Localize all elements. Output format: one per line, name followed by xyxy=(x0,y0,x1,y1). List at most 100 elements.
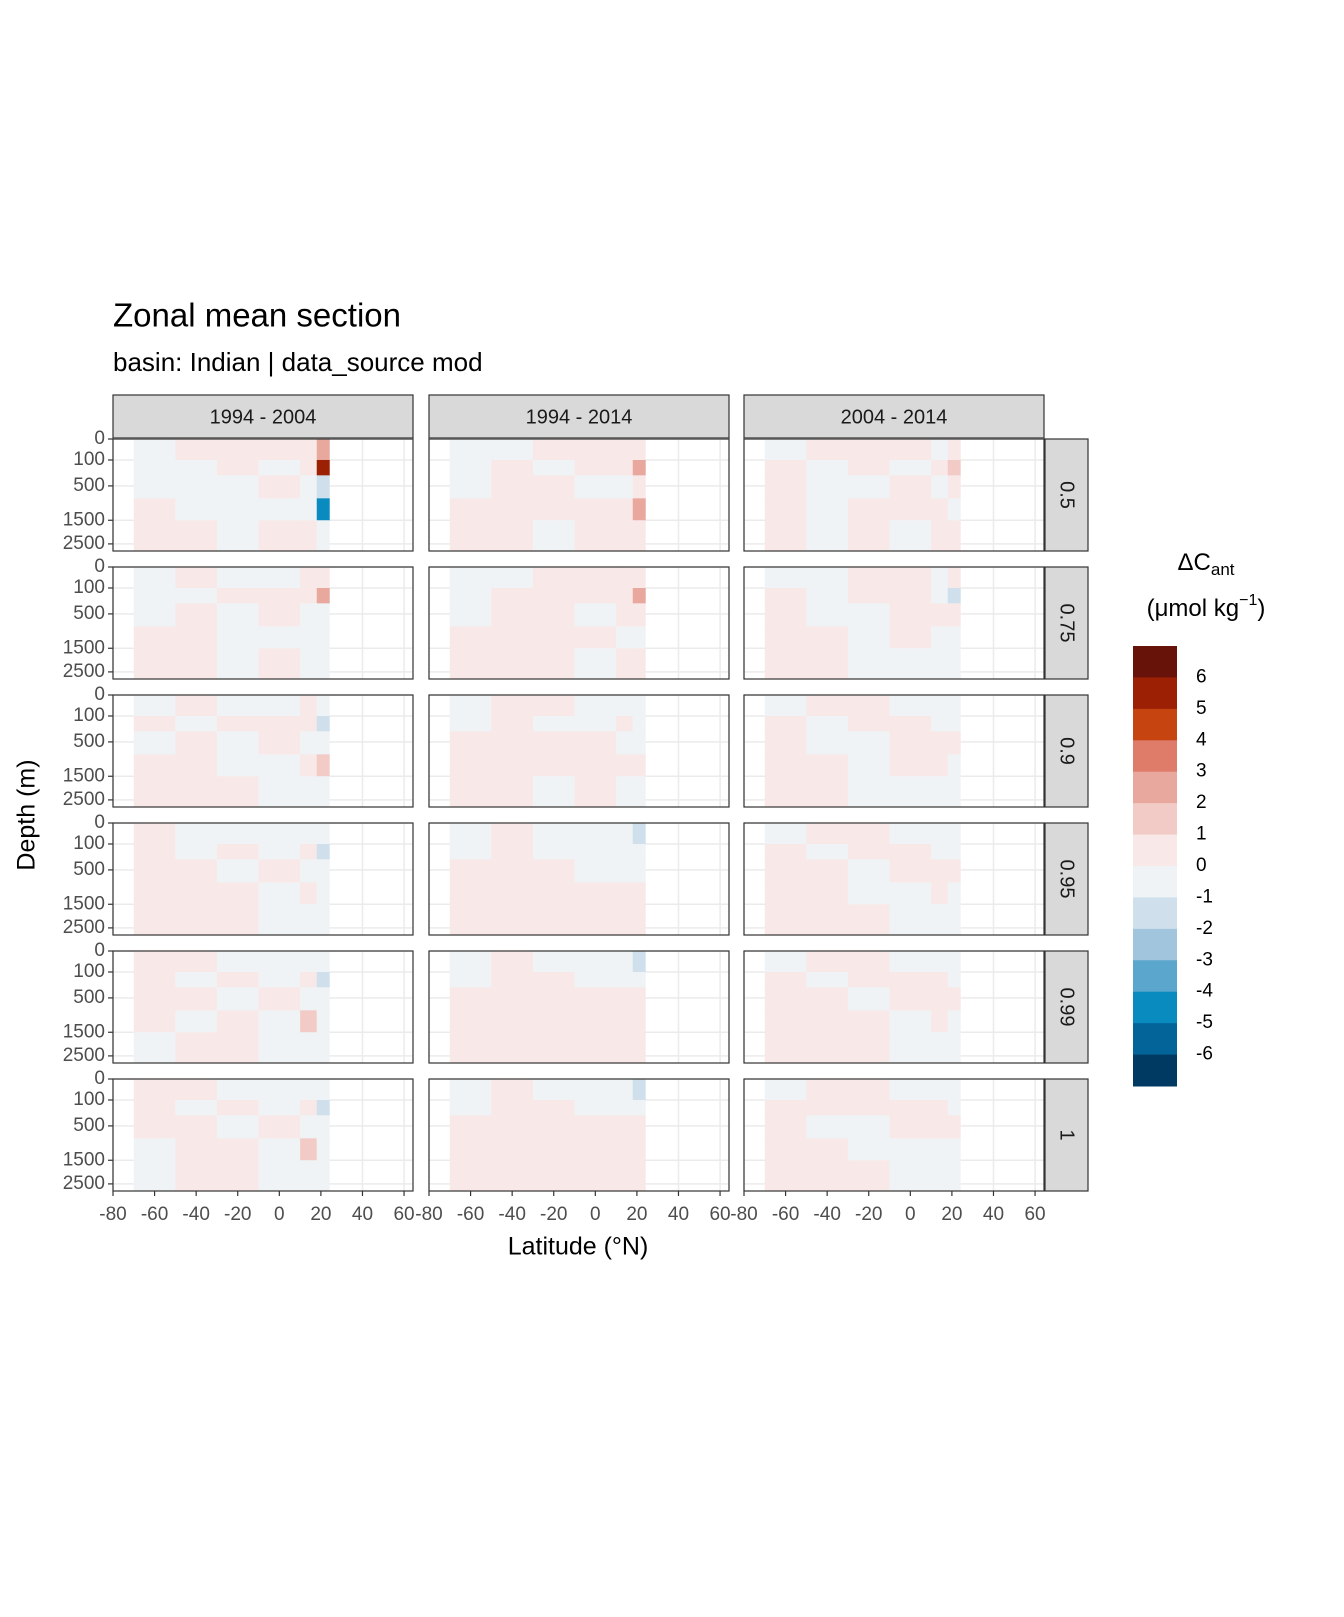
contour-cell xyxy=(574,1160,617,1192)
contour-cell xyxy=(449,695,492,717)
contour-cell xyxy=(847,904,891,936)
contour-cell xyxy=(491,587,534,604)
contour-cell xyxy=(216,498,260,521)
contour-cell xyxy=(806,1032,849,1064)
contour-cell xyxy=(175,951,218,973)
strip-label: 0.75 xyxy=(1056,604,1078,643)
contour-cell xyxy=(216,731,260,755)
contour-cell xyxy=(258,567,301,589)
legend-label: -5 xyxy=(1196,1012,1213,1033)
contour-cell xyxy=(449,904,492,936)
strip xyxy=(1044,694,1089,808)
contour-cell xyxy=(216,1099,260,1116)
contour-cell xyxy=(889,715,932,732)
panel-border xyxy=(112,822,414,936)
contour-cell xyxy=(316,1079,330,1101)
contour-cell xyxy=(632,859,646,883)
contour-cell xyxy=(300,603,318,627)
contour-cell xyxy=(616,951,634,973)
y-tick-label: 2500 xyxy=(63,1045,105,1066)
contour-cell xyxy=(175,1032,218,1064)
contour-cell xyxy=(316,754,330,777)
contour-cell xyxy=(947,971,961,988)
contour-cell xyxy=(532,695,576,717)
contour-cell xyxy=(532,1138,576,1161)
legend-unit-part: ) xyxy=(1257,595,1265,622)
contour-cell xyxy=(764,823,807,845)
strip xyxy=(743,394,1045,439)
contour-cell xyxy=(532,987,576,1011)
contour-cell xyxy=(491,459,534,476)
contour-cell xyxy=(491,882,534,905)
contour-cell xyxy=(491,859,534,883)
contour-cell xyxy=(806,567,849,589)
contour-cell xyxy=(316,882,330,905)
x-tick-label: -60 xyxy=(772,1204,799,1225)
contour-cell xyxy=(216,859,260,883)
contour-cell xyxy=(616,776,634,808)
contour-cell xyxy=(532,475,576,499)
contour-cell xyxy=(806,1138,849,1161)
contour-cell xyxy=(931,859,949,883)
contour-cell xyxy=(300,904,318,936)
contour-cell xyxy=(616,1115,634,1139)
contour-cell xyxy=(532,715,576,732)
contour-cell xyxy=(574,459,617,476)
strip-label: 2004 - 2014 xyxy=(841,406,948,428)
contour-cell xyxy=(300,459,318,476)
contour-cell xyxy=(616,520,634,552)
contour-cell xyxy=(889,951,932,973)
contour-cell xyxy=(258,587,301,604)
contour-cell xyxy=(491,1160,534,1192)
panel-border xyxy=(743,566,1045,680)
contour-cell xyxy=(449,715,492,732)
contour-cell xyxy=(133,1010,176,1033)
contour-cell xyxy=(616,843,634,860)
panel-border xyxy=(428,566,730,680)
contour-cell xyxy=(133,1138,176,1161)
contour-cell xyxy=(764,882,807,905)
contour-cell xyxy=(931,823,949,845)
contour-cell xyxy=(931,520,949,552)
chart-title: Zonal mean section xyxy=(113,297,401,334)
contour-cell xyxy=(632,776,646,808)
x-tick-label: 20 xyxy=(626,1204,647,1225)
contour-cell xyxy=(889,459,932,476)
contour-cell xyxy=(316,648,330,680)
contour-cell xyxy=(491,439,534,461)
contour-cell xyxy=(216,1079,260,1101)
y-tick-label: 100 xyxy=(73,705,105,726)
contour-cell xyxy=(300,1099,318,1116)
contour-cell xyxy=(175,731,218,755)
contour-cell xyxy=(616,1032,634,1064)
contour-cell xyxy=(632,1115,646,1139)
contour-cell xyxy=(133,1099,176,1116)
x-tick-label: 60 xyxy=(393,1204,414,1225)
contour-cell xyxy=(300,882,318,905)
contour-cell xyxy=(806,475,849,499)
contour-cell xyxy=(532,439,576,461)
contour-cell xyxy=(889,987,932,1011)
contour-cell xyxy=(300,776,318,808)
contour-cell xyxy=(847,1079,891,1101)
contour-cell xyxy=(449,859,492,883)
contour-cell xyxy=(491,987,534,1011)
y-tick-label: 100 xyxy=(73,577,105,598)
contour-cell xyxy=(300,823,318,845)
contour-cell xyxy=(532,904,576,936)
contour-cell xyxy=(316,904,330,936)
contour-cell xyxy=(616,626,634,649)
contour-cell xyxy=(931,626,949,649)
contour-cell xyxy=(300,987,318,1011)
contour-cell xyxy=(258,498,301,521)
contour-cell xyxy=(532,951,576,973)
y-tick-label: 0 xyxy=(94,428,105,449)
contour-cell xyxy=(449,567,492,589)
contour-cell xyxy=(632,1138,646,1161)
contour-cell xyxy=(616,1079,634,1101)
y-tick-label: 500 xyxy=(73,603,105,624)
contour-cell xyxy=(889,1079,932,1101)
strip-label: 0.9 xyxy=(1056,737,1078,765)
contour-cell xyxy=(847,823,891,845)
